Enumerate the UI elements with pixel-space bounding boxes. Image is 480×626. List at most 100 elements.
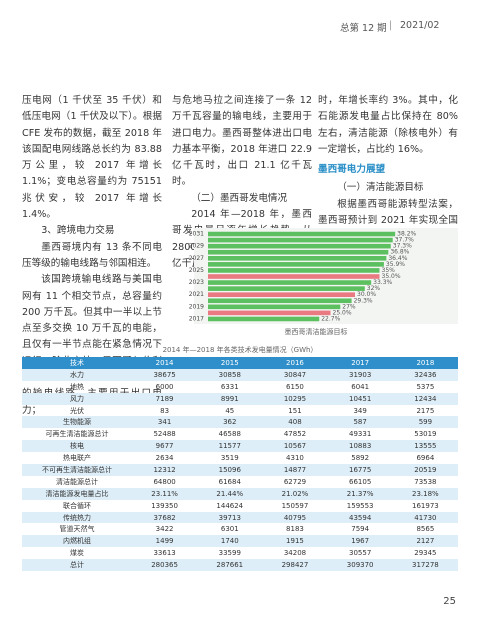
table-row: 内燃机组 1499 1740 1915 1967 2127 bbox=[22, 535, 458, 548]
value-label: 25.0% bbox=[333, 309, 352, 316]
table-row: 生物能源 341 362 408 587 599 bbox=[22, 416, 458, 429]
table-cell: 159553 bbox=[346, 501, 374, 510]
table-cell: 280365 bbox=[132, 559, 198, 572]
paragraph: 与危地马拉之间连接了一条 12 万千瓦容量的输电线，主要用于进口电力。墨西哥整体… bbox=[172, 95, 312, 188]
table-cell: 29345 bbox=[414, 549, 437, 558]
table-cell: 61684 bbox=[218, 477, 241, 486]
table-cell: 10451 bbox=[327, 392, 393, 405]
paragraph: 墨西哥境内有 13 条不同电压等级的输电线路与邻国相连。 bbox=[22, 241, 162, 269]
table-cell: 362 bbox=[197, 416, 263, 429]
value-label: 36.4% bbox=[388, 255, 407, 262]
value-label: 35.9% bbox=[386, 261, 405, 268]
bar bbox=[208, 231, 396, 237]
value-label: 37.3% bbox=[393, 243, 412, 250]
table-cell: 联合循环 bbox=[63, 501, 91, 510]
table-cell: 1915 bbox=[262, 535, 328, 548]
table-cell: 管道天然气 bbox=[59, 525, 95, 534]
table-cell: 清洁能源发电量占比 bbox=[22, 487, 132, 500]
table-cell: 8565 bbox=[416, 525, 435, 534]
table-cell: 煤炭 bbox=[70, 549, 84, 558]
table-cell: 66105 bbox=[349, 477, 372, 486]
table-cell: 47852 bbox=[283, 430, 307, 439]
bar bbox=[208, 286, 365, 291]
bar bbox=[208, 292, 355, 298]
table-caption: 2014 年—2018 年各类技术发电量情况（GWh） bbox=[162, 346, 318, 354]
table-cell: 62729 bbox=[283, 477, 307, 486]
table-cell: 8991 bbox=[197, 392, 263, 405]
table-cell: 15096 bbox=[197, 464, 263, 476]
table-cell: 12312 bbox=[132, 464, 198, 476]
table-cell: 49331 bbox=[349, 430, 372, 439]
table-cell: 349 bbox=[353, 406, 367, 415]
table-cell: 37682 bbox=[132, 511, 198, 524]
table-cell: 33599 bbox=[218, 549, 241, 558]
value-label: 35.0% bbox=[382, 273, 401, 280]
table-cell: 2175 bbox=[416, 406, 435, 415]
date: 2021/02 bbox=[400, 20, 440, 31]
column: 时，年增长率约 3%。其中，化石能源发电量占比保持在 80% 左右，清洁能源（除… bbox=[318, 93, 458, 246]
value-label: 27% bbox=[342, 303, 356, 310]
table-cell: 46588 bbox=[218, 430, 241, 439]
table-cell: 21.44% bbox=[197, 487, 263, 500]
header-cell: 2016 bbox=[262, 357, 328, 369]
table-cell: 161973 bbox=[412, 501, 439, 510]
table-cell: 10567 bbox=[262, 440, 328, 453]
table-cell: 6000 bbox=[155, 382, 174, 391]
table-cell: 41730 bbox=[392, 511, 458, 524]
table-cell: 热电联产 bbox=[63, 454, 91, 463]
table-cell: 总计 bbox=[22, 559, 132, 572]
bar bbox=[208, 249, 389, 255]
table-cell: 6301 bbox=[220, 525, 239, 534]
table-cell: 408 bbox=[262, 416, 328, 429]
section-heading: 墨西哥电力展望 bbox=[318, 164, 386, 176]
table-cell: 150597 bbox=[281, 501, 309, 510]
table-cell: 64800 bbox=[153, 477, 176, 486]
table-cell: 53019 bbox=[414, 430, 437, 439]
bar bbox=[208, 310, 331, 316]
value-label: 37.7% bbox=[395, 237, 414, 244]
table-cell: 可再生清洁能源总计 bbox=[45, 430, 109, 439]
table-cell: 587 bbox=[327, 416, 393, 429]
table-row: 传统热力 37682 39713 40795 43594 41730 bbox=[22, 511, 458, 524]
table-row: 总计 280365 287661 298427 309370 317278 bbox=[22, 559, 458, 572]
value-label: 36.8% bbox=[390, 249, 409, 256]
table-cell: 水力 bbox=[22, 368, 132, 381]
table-cell: 地热 bbox=[70, 382, 84, 391]
table-cell: 2127 bbox=[392, 535, 458, 548]
table-cell: 1499 bbox=[132, 535, 198, 548]
table-cell: 1740 bbox=[197, 535, 263, 548]
bar bbox=[208, 274, 380, 279]
table-cell: 31903 bbox=[327, 368, 393, 381]
table-cell: 23.11% bbox=[132, 487, 198, 500]
table-cell: 6041 bbox=[351, 382, 370, 391]
chart: 22.7% 2017 25.0%27% 2019 29.3%30.0% 2021 32%33… bbox=[189, 228, 458, 324]
table-cell: 10295 bbox=[262, 392, 328, 405]
table-cell: 30858 bbox=[197, 368, 263, 381]
table-cell: 341 bbox=[132, 416, 198, 429]
table-cell: 73538 bbox=[414, 477, 437, 486]
table-cell: 151 bbox=[288, 406, 302, 415]
table-cell: 不可再生清洁能源总计 bbox=[22, 464, 132, 476]
bar bbox=[208, 280, 372, 285]
table-cell: 14877 bbox=[262, 464, 328, 476]
table-cell: 7189 bbox=[132, 392, 198, 405]
table-cell: 3422 bbox=[155, 525, 174, 534]
table-cell: 6964 bbox=[416, 454, 435, 463]
table-cell: 12434 bbox=[392, 392, 458, 405]
table-cell: 52488 bbox=[153, 430, 176, 439]
table-cell: 30557 bbox=[349, 549, 372, 558]
table-cell: 599 bbox=[392, 416, 458, 429]
value-label: 30.0% bbox=[357, 291, 376, 298]
table-cell: 1967 bbox=[327, 535, 393, 548]
value-label: 29.3% bbox=[354, 297, 373, 304]
subheading: （二）墨西哥发电情况 bbox=[191, 192, 288, 204]
bar bbox=[208, 304, 341, 310]
table-row: 热电联产 2634 3519 4310 5892 6964 bbox=[22, 452, 458, 464]
y-tick-label: 2017 bbox=[189, 315, 204, 322]
table-cell: 30847 bbox=[262, 368, 328, 381]
table-cell: 6331 bbox=[220, 382, 239, 391]
table-cell: 10883 bbox=[327, 440, 393, 453]
table-row: 不可再生清洁能源总计 12312 15096 14877 16775 20519 bbox=[22, 464, 458, 476]
table-cell: 4310 bbox=[286, 454, 304, 463]
